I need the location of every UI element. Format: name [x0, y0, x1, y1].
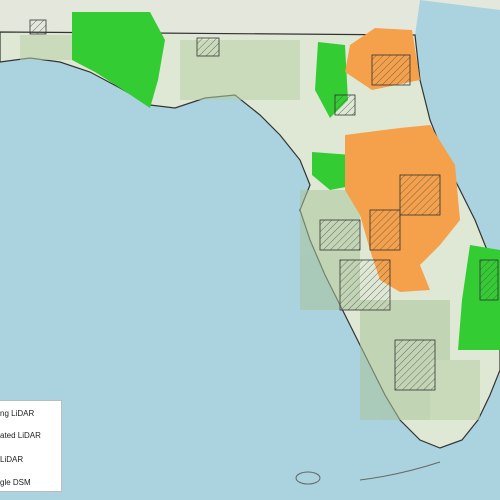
hatched-areas	[29, 19, 499, 391]
legend-item: LiDAR	[0, 455, 24, 464]
legend: ng LiDAR ated LiDAR LiDAR gle DSM	[0, 400, 62, 492]
legend-item: ated LiDAR	[0, 431, 41, 440]
land-north	[0, 0, 500, 35]
legend-item: gle DSM	[0, 478, 31, 487]
legend-item: ng LiDAR	[0, 409, 35, 418]
keys	[295, 461, 441, 485]
